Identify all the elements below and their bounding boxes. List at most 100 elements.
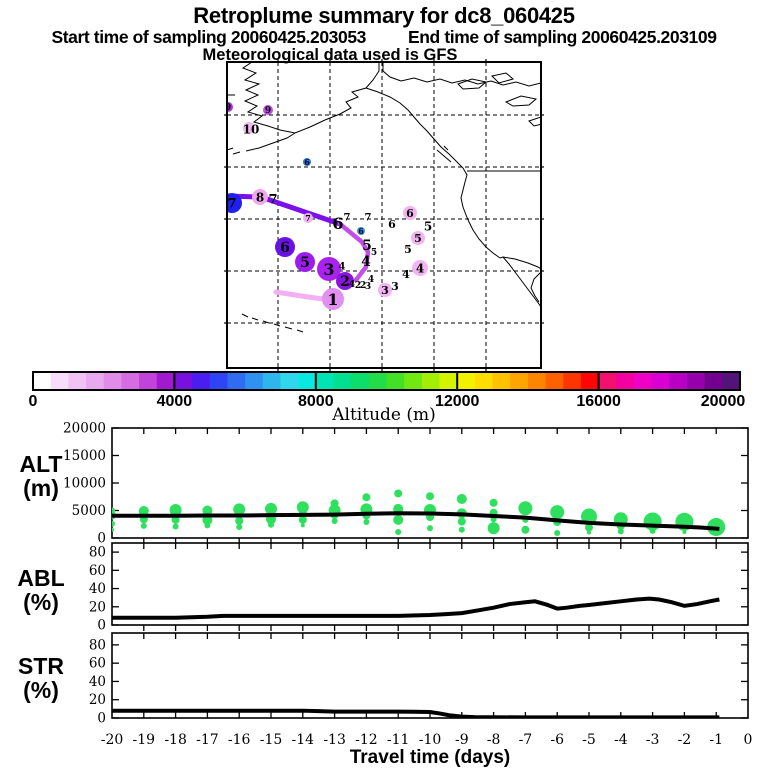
colorbar-segment — [669, 372, 688, 390]
tick-label: 4 — [416, 261, 424, 275]
figure-title: Retroplume summary for dc8_060425 — [193, 3, 575, 28]
altitude-bubble — [298, 515, 307, 524]
tick-label: 80 — [89, 545, 106, 561]
colorbar-segment — [386, 372, 405, 390]
colorbar-segment — [209, 372, 228, 390]
tick-label: 6 — [304, 157, 310, 167]
tick-label: 4 — [368, 275, 374, 285]
colorbar-segment — [527, 372, 547, 390]
tick-label: 20 — [89, 692, 106, 708]
alt-line — [112, 511, 720, 531]
plume-marker — [243, 122, 255, 134]
altitude-bubble — [585, 523, 593, 532]
altitude-bubble — [300, 523, 305, 528]
coastline — [419, 123, 541, 270]
tick-label: -12 — [355, 732, 378, 748]
tick-label: 12000 — [435, 393, 480, 410]
tick-label: -18 — [164, 732, 187, 748]
tick-label: 6 — [358, 226, 364, 236]
plume-marker — [303, 158, 311, 166]
map-frame — [226, 61, 542, 369]
altitude-bubble — [202, 505, 213, 516]
tick-label: 20 — [89, 599, 106, 615]
tick-label: 40 — [89, 674, 106, 690]
colorbar-segment — [174, 372, 193, 390]
coastline — [251, 317, 259, 321]
abl-data — [112, 596, 720, 620]
tick-label: -8 — [487, 732, 501, 748]
colorbar-segment — [563, 372, 582, 390]
altitude-bubble — [395, 528, 402, 535]
met-data-text: Meteorological data used is GFS — [202, 46, 458, 64]
sampling-times: Start time of sampling 20060425.203053 E… — [0, 27, 768, 48]
tick-label: 16000 — [576, 393, 621, 410]
tick-label: 3 — [381, 284, 389, 297]
tick-label: 5 — [371, 248, 377, 258]
colorbar-segment — [103, 372, 122, 390]
coastline — [284, 326, 293, 330]
tick-label: 4000 — [157, 393, 193, 410]
colorbar-segment — [633, 372, 653, 390]
colorbar-segment — [722, 372, 741, 390]
plume-marker — [227, 193, 242, 213]
x-axis-title: Travel time (days) — [349, 747, 511, 768]
coastline — [296, 329, 304, 333]
colorbar-segment — [421, 372, 441, 390]
tick-label: 8000 — [298, 393, 334, 410]
colorbar-segment — [404, 372, 423, 390]
altitude-bubble — [521, 525, 530, 534]
tick-label: -20 — [101, 732, 124, 748]
tick-label: 3 — [323, 260, 334, 279]
tick-label: -13 — [323, 732, 346, 748]
colorbar-segment — [439, 372, 458, 390]
tick-label: 3 — [391, 280, 399, 293]
tick-label: 6 — [280, 240, 290, 256]
tick-label: -4 — [614, 732, 628, 748]
plume-marker — [412, 260, 428, 276]
coastline — [365, 87, 421, 125]
tick-label: -2 — [678, 732, 692, 748]
colorbar-segment — [333, 372, 352, 390]
colorbar-segment — [704, 372, 723, 390]
tick-label: 5 — [404, 243, 412, 256]
colorbar-segment — [545, 372, 564, 390]
coastline — [457, 78, 488, 90]
colorbar-segment — [245, 372, 264, 390]
altitude-bubble — [487, 522, 500, 535]
coastline — [232, 151, 241, 155]
tick-label: 6 — [388, 218, 396, 231]
plume-marker — [357, 227, 365, 235]
tick-label: 5000 — [72, 503, 106, 519]
coastline — [241, 313, 249, 318]
coastline — [273, 323, 281, 327]
tick-label: 4 — [349, 280, 355, 290]
tick-label: 9 — [265, 106, 271, 116]
tick-label: 5 — [414, 232, 422, 245]
altitude-bubble — [489, 498, 498, 507]
altitude-bubble — [171, 515, 180, 524]
altitude-bubble — [426, 492, 434, 501]
altitude-bubble — [518, 501, 533, 516]
tick-label: 7 — [268, 193, 277, 208]
tick-label: 10 — [243, 122, 260, 136]
colorbar-segment — [280, 372, 299, 390]
tick-label: 5 — [300, 255, 310, 271]
tick-label: 60 — [89, 563, 106, 579]
colorbar-segment — [580, 372, 600, 390]
coastline — [443, 145, 449, 151]
altitude-bubble — [363, 519, 370, 526]
abl-line — [112, 596, 720, 620]
tick-label: -10 — [419, 732, 442, 748]
colorbar-segment — [156, 372, 175, 390]
colorbar-segment — [192, 372, 211, 390]
colorbar-segment — [351, 372, 370, 390]
str-line — [112, 708, 720, 718]
tick-label: 10000 — [63, 476, 106, 492]
colorbar-segment — [121, 372, 140, 390]
plume-marker — [227, 102, 233, 112]
tick-label: -15 — [260, 732, 283, 748]
colorbar-segment — [315, 372, 334, 390]
plume-marker — [263, 105, 273, 115]
tick-label: -5 — [582, 732, 596, 748]
